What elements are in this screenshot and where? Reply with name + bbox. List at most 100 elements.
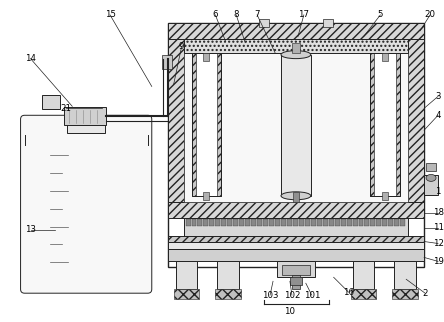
Bar: [67, 115, 105, 133]
Bar: [239, 219, 244, 226]
Bar: [323, 219, 328, 226]
Bar: [292, 275, 300, 289]
Bar: [382, 192, 388, 200]
Bar: [64, 107, 106, 125]
Bar: [277, 261, 315, 277]
Bar: [287, 219, 292, 226]
Bar: [374, 53, 396, 196]
Bar: [388, 219, 393, 226]
Text: 4: 4: [435, 111, 441, 120]
Bar: [400, 219, 405, 226]
Bar: [210, 219, 214, 226]
Text: 103: 103: [262, 291, 278, 300]
Bar: [396, 53, 400, 196]
Text: 1: 1: [435, 187, 441, 196]
Ellipse shape: [281, 51, 311, 59]
Text: 10: 10: [285, 307, 295, 316]
Bar: [227, 219, 232, 226]
Bar: [382, 53, 388, 61]
Bar: [293, 219, 298, 226]
Bar: [426, 163, 436, 171]
Bar: [370, 53, 374, 196]
Bar: [183, 39, 408, 53]
Bar: [424, 175, 438, 195]
Text: 102: 102: [284, 291, 300, 300]
Text: 8: 8: [234, 10, 239, 19]
Text: 14: 14: [25, 54, 36, 63]
Text: 17: 17: [298, 10, 309, 19]
Bar: [174, 289, 199, 299]
Bar: [168, 23, 424, 267]
Text: 5: 5: [378, 10, 383, 19]
Bar: [218, 53, 222, 196]
Bar: [290, 277, 302, 285]
Bar: [317, 219, 322, 226]
Bar: [341, 219, 345, 226]
Bar: [282, 265, 310, 275]
Bar: [347, 219, 352, 226]
Bar: [370, 219, 376, 226]
Bar: [281, 219, 286, 226]
Bar: [269, 219, 274, 226]
Bar: [259, 19, 269, 27]
Bar: [365, 219, 369, 226]
Text: 16: 16: [343, 288, 354, 297]
Bar: [351, 289, 377, 299]
Bar: [186, 219, 190, 226]
Bar: [195, 53, 218, 196]
Bar: [215, 219, 220, 226]
Bar: [263, 219, 268, 226]
Text: 19: 19: [432, 257, 444, 266]
Text: 18: 18: [432, 208, 444, 217]
Bar: [191, 219, 197, 226]
Bar: [162, 55, 172, 69]
Text: 9: 9: [179, 42, 184, 51]
Bar: [218, 261, 239, 289]
Bar: [370, 53, 400, 196]
Text: 11: 11: [432, 223, 444, 232]
Bar: [358, 219, 364, 226]
Bar: [168, 23, 424, 39]
Bar: [168, 250, 424, 261]
Text: 21: 21: [61, 104, 72, 113]
Bar: [275, 219, 280, 226]
Bar: [329, 219, 333, 226]
Text: 15: 15: [104, 10, 115, 19]
Bar: [292, 43, 300, 53]
Bar: [323, 19, 333, 27]
Bar: [257, 219, 262, 226]
Bar: [198, 219, 202, 226]
Bar: [168, 242, 424, 250]
Bar: [394, 219, 399, 226]
Bar: [215, 289, 241, 299]
Text: 2: 2: [422, 289, 428, 298]
Bar: [203, 192, 210, 200]
Bar: [183, 39, 408, 202]
Bar: [168, 236, 424, 242]
Bar: [382, 219, 387, 226]
Ellipse shape: [281, 192, 311, 200]
Text: 6: 6: [213, 10, 218, 19]
Bar: [251, 219, 256, 226]
Bar: [305, 219, 310, 226]
Bar: [335, 219, 340, 226]
Bar: [233, 219, 238, 226]
Text: 101: 101: [304, 291, 320, 300]
Bar: [191, 53, 222, 196]
Bar: [203, 219, 208, 226]
Bar: [377, 219, 381, 226]
Bar: [392, 289, 418, 299]
Bar: [293, 192, 299, 202]
Bar: [168, 202, 424, 218]
FancyBboxPatch shape: [20, 115, 152, 293]
Bar: [183, 218, 408, 236]
Bar: [353, 219, 357, 226]
Bar: [168, 39, 183, 202]
Bar: [353, 261, 374, 289]
Bar: [245, 219, 250, 226]
Bar: [191, 53, 195, 196]
Bar: [43, 95, 60, 109]
Text: 20: 20: [424, 10, 436, 19]
Bar: [281, 55, 311, 196]
Bar: [299, 219, 304, 226]
